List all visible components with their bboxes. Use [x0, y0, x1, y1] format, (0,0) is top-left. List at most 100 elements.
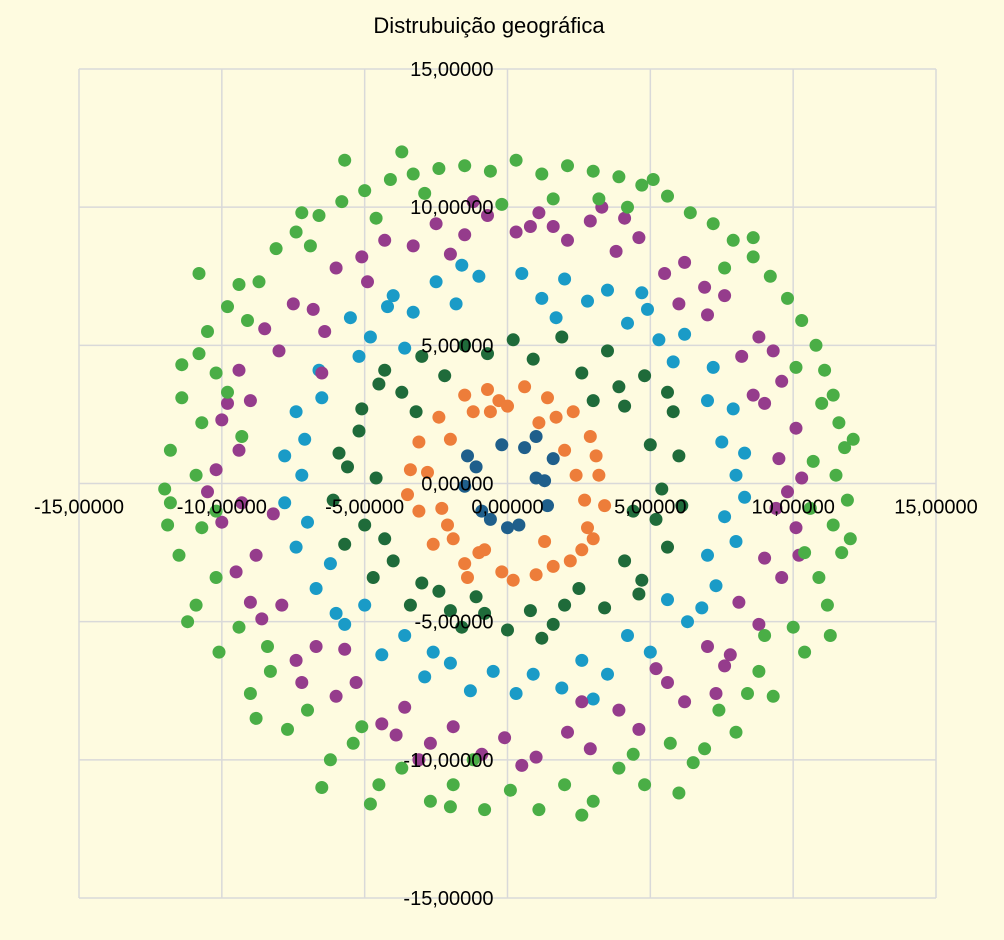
data-point	[449, 297, 463, 311]
data-point	[458, 159, 472, 173]
data-point	[592, 192, 606, 206]
data-point	[789, 521, 803, 535]
data-point	[678, 255, 692, 269]
data-point	[358, 598, 372, 612]
chart-title: Distrubuição geográfica	[373, 13, 605, 38]
data-point	[375, 717, 389, 731]
data-point	[621, 629, 634, 642]
data-point	[618, 554, 632, 568]
data-point	[626, 747, 640, 761]
data-point	[769, 501, 783, 515]
data-point	[718, 510, 732, 524]
data-point	[306, 302, 320, 316]
data-point	[701, 640, 714, 653]
data-point	[661, 189, 674, 203]
data-point	[741, 687, 754, 700]
data-point	[243, 595, 257, 609]
data-point	[415, 349, 429, 363]
data-point	[301, 703, 314, 717]
data-point	[495, 197, 509, 211]
data-point	[221, 300, 234, 314]
data-point	[583, 214, 597, 228]
data-point	[266, 507, 280, 521]
data-point	[575, 366, 589, 380]
data-point	[212, 645, 226, 659]
data-point	[698, 280, 712, 294]
data-point	[586, 692, 600, 706]
data-point	[338, 537, 352, 551]
data-point	[478, 803, 492, 817]
data-point	[272, 344, 286, 358]
data-point	[243, 394, 257, 408]
data-point	[175, 358, 189, 372]
data-point	[201, 485, 214, 499]
data-point	[446, 778, 460, 792]
data-point	[215, 413, 229, 427]
data-point	[829, 468, 843, 482]
data-point	[583, 742, 597, 756]
x-tick-label: -15,00000	[34, 497, 124, 519]
data-point	[612, 380, 626, 394]
data-point	[443, 656, 457, 670]
data-point	[809, 338, 823, 352]
data-point	[443, 604, 457, 618]
data-point	[532, 416, 546, 430]
data-point	[766, 689, 780, 703]
data-point	[649, 662, 663, 676]
data-point	[729, 725, 743, 739]
data-point	[401, 488, 414, 502]
data-point	[575, 543, 589, 557]
data-point	[278, 449, 292, 463]
data-point	[175, 391, 189, 405]
data-point	[726, 402, 740, 416]
data-point	[589, 449, 603, 463]
data-point	[409, 405, 423, 419]
data-point	[798, 546, 812, 560]
data-point	[712, 703, 726, 717]
data-point	[443, 800, 457, 814]
data-point	[563, 554, 577, 568]
data-point	[575, 653, 589, 667]
data-point	[258, 322, 272, 336]
data-point	[501, 399, 514, 413]
data-point	[418, 670, 432, 684]
data-point	[655, 482, 669, 496]
data-point	[329, 261, 343, 275]
data-point	[666, 355, 680, 369]
data-point	[598, 499, 612, 513]
data-point	[569, 468, 583, 482]
data-point	[295, 206, 309, 220]
data-point	[632, 587, 646, 601]
data-point	[301, 515, 314, 529]
data-point	[486, 664, 500, 678]
data-point	[366, 571, 380, 584]
data-point	[418, 186, 432, 200]
data-point	[735, 349, 749, 363]
data-point	[772, 452, 786, 466]
data-point	[241, 314, 254, 327]
data-point	[840, 493, 854, 507]
data-point	[549, 410, 563, 424]
data-point	[281, 722, 294, 736]
data-point	[289, 540, 303, 554]
data-point	[458, 228, 472, 242]
data-point	[672, 786, 686, 800]
data-point	[338, 642, 352, 656]
data-point	[423, 736, 437, 750]
data-point	[295, 468, 309, 482]
data-point	[312, 209, 326, 222]
data-point	[458, 388, 472, 402]
data-point	[635, 573, 649, 587]
data-point	[472, 546, 486, 560]
data-point	[375, 648, 389, 662]
data-point	[235, 430, 249, 443]
data-point	[195, 521, 209, 535]
data-point	[718, 289, 732, 303]
data-point	[269, 242, 283, 256]
data-point	[326, 493, 340, 507]
data-point	[789, 421, 803, 435]
data-point	[426, 645, 440, 659]
data-point	[612, 761, 626, 775]
data-point	[698, 742, 712, 756]
